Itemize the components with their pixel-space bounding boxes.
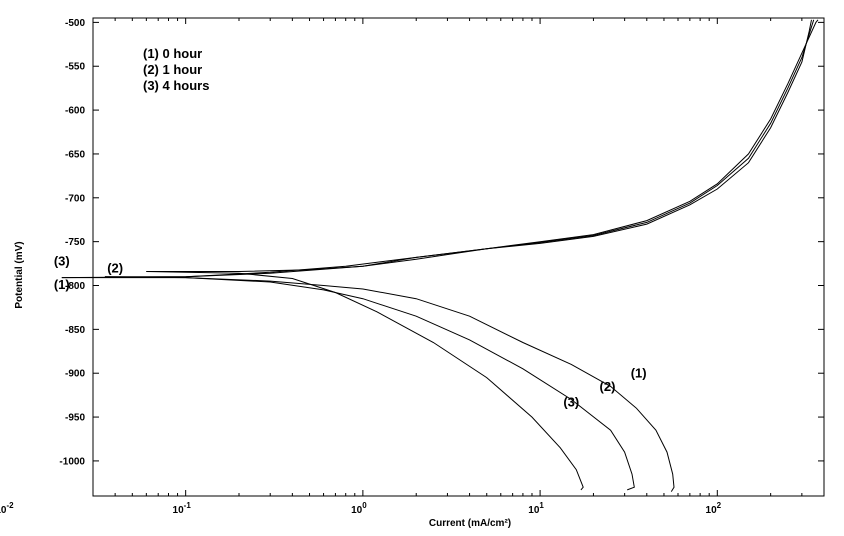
y-axis-ticks: -500 -550 -600 -650 -700 -750 -800 -850 -900 -950… bbox=[59, 18, 824, 467]
curve-annotation: (1) bbox=[631, 366, 647, 381]
y-tick-label: -750 bbox=[65, 237, 85, 248]
curve-2-anodic-branch bbox=[104, 19, 815, 278]
y-tick-label: -600 bbox=[65, 106, 85, 117]
curve-annotation: (3) bbox=[563, 395, 579, 410]
curve-annotations: (3) (2) (1) (1) (2) (3) bbox=[54, 253, 647, 409]
x-tick-label: 10-2 bbox=[0, 501, 14, 516]
curves bbox=[61, 19, 819, 492]
curve-annotation: (3) bbox=[54, 253, 70, 268]
curve-3-anodic-branch bbox=[146, 19, 819, 272]
y-tick-label: -900 bbox=[65, 369, 85, 380]
x-tick-base: 10 bbox=[351, 505, 363, 516]
x-tick-exponent: -1 bbox=[184, 501, 192, 510]
y-tick-label: -550 bbox=[65, 62, 85, 73]
y-axis-title: Potential (mV) bbox=[14, 241, 25, 308]
curve-annotation: (2) bbox=[600, 379, 616, 394]
y-tick-label: -800 bbox=[65, 281, 85, 292]
y-tick-label: -1000 bbox=[59, 456, 85, 467]
legend-entry: (1) 0 hour bbox=[143, 46, 202, 61]
x-tick-label: 101 bbox=[528, 501, 544, 516]
legend-entry: (3) 4 hours bbox=[143, 78, 209, 93]
x-tick-exponent: 1 bbox=[539, 501, 544, 510]
y-tick-label: -950 bbox=[65, 413, 85, 424]
curve-annotation: (2) bbox=[107, 260, 123, 275]
y-tick-label: -700 bbox=[65, 193, 85, 204]
x-tick-base: 10 bbox=[706, 505, 718, 516]
x-tick-exponent: -2 bbox=[6, 501, 14, 510]
curve-1-anodic-branch bbox=[61, 19, 812, 279]
x-tick-base: 10 bbox=[0, 505, 7, 516]
x-tick-label: 100 bbox=[351, 501, 367, 516]
x-tick-label: 102 bbox=[706, 501, 722, 516]
y-tick-label: -500 bbox=[65, 18, 85, 29]
curve-3-cathodic-branch bbox=[146, 271, 584, 491]
x-tick-base: 10 bbox=[173, 505, 185, 516]
x-axis-title: Current (mA/cm²) bbox=[429, 518, 511, 529]
x-tick-label: 10-1 bbox=[173, 501, 192, 516]
x-tick-exponent: 2 bbox=[717, 501, 722, 510]
plot-frame bbox=[92, 17, 825, 497]
legend-entry: (2) 1 hour bbox=[143, 62, 202, 77]
legend: (1) 0 hour(2) 1 hour(3) 4 hours bbox=[143, 46, 209, 93]
y-tick-label: -850 bbox=[65, 325, 85, 336]
x-tick-exponent: 0 bbox=[362, 501, 367, 510]
curve-1-cathodic-branch bbox=[61, 277, 675, 492]
curve-annotation: (1) bbox=[54, 277, 70, 292]
y-tick-label: -650 bbox=[65, 149, 85, 160]
curve-2-cathodic-branch bbox=[104, 276, 635, 491]
x-tick-base: 10 bbox=[528, 505, 540, 516]
